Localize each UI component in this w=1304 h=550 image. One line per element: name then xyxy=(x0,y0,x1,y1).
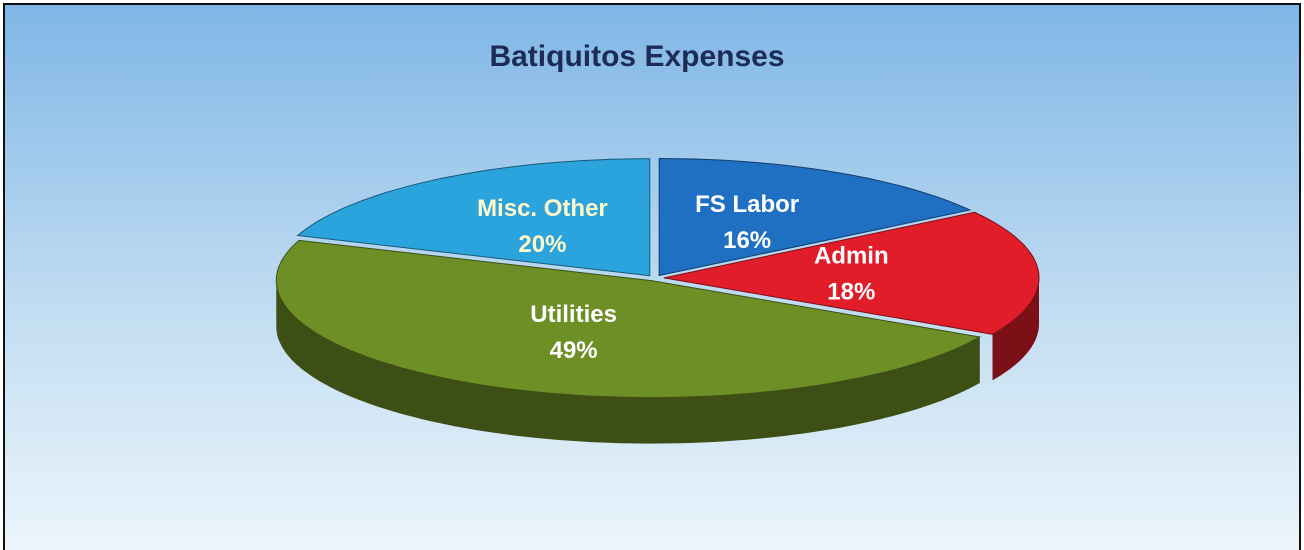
slice xyxy=(275,239,982,399)
chart-background xyxy=(3,3,1301,550)
slice-category-label: FS Labor xyxy=(695,191,799,218)
slice xyxy=(663,211,1040,335)
slice-category-label: Utilities xyxy=(530,301,617,328)
slice-category-label: Misc. Other xyxy=(477,195,608,222)
slice-side xyxy=(992,277,1039,381)
slice-value-label: 16% xyxy=(723,227,771,254)
slice-side xyxy=(276,280,980,444)
chart-title: Batiquitos Expenses xyxy=(489,40,784,73)
slice-value-label: 18% xyxy=(827,279,875,306)
slice-category-label: Admin xyxy=(814,243,889,270)
slice-value-label: 49% xyxy=(550,337,598,364)
slice xyxy=(658,157,972,277)
slice xyxy=(296,158,651,277)
slice-value-label: 20% xyxy=(518,231,566,258)
